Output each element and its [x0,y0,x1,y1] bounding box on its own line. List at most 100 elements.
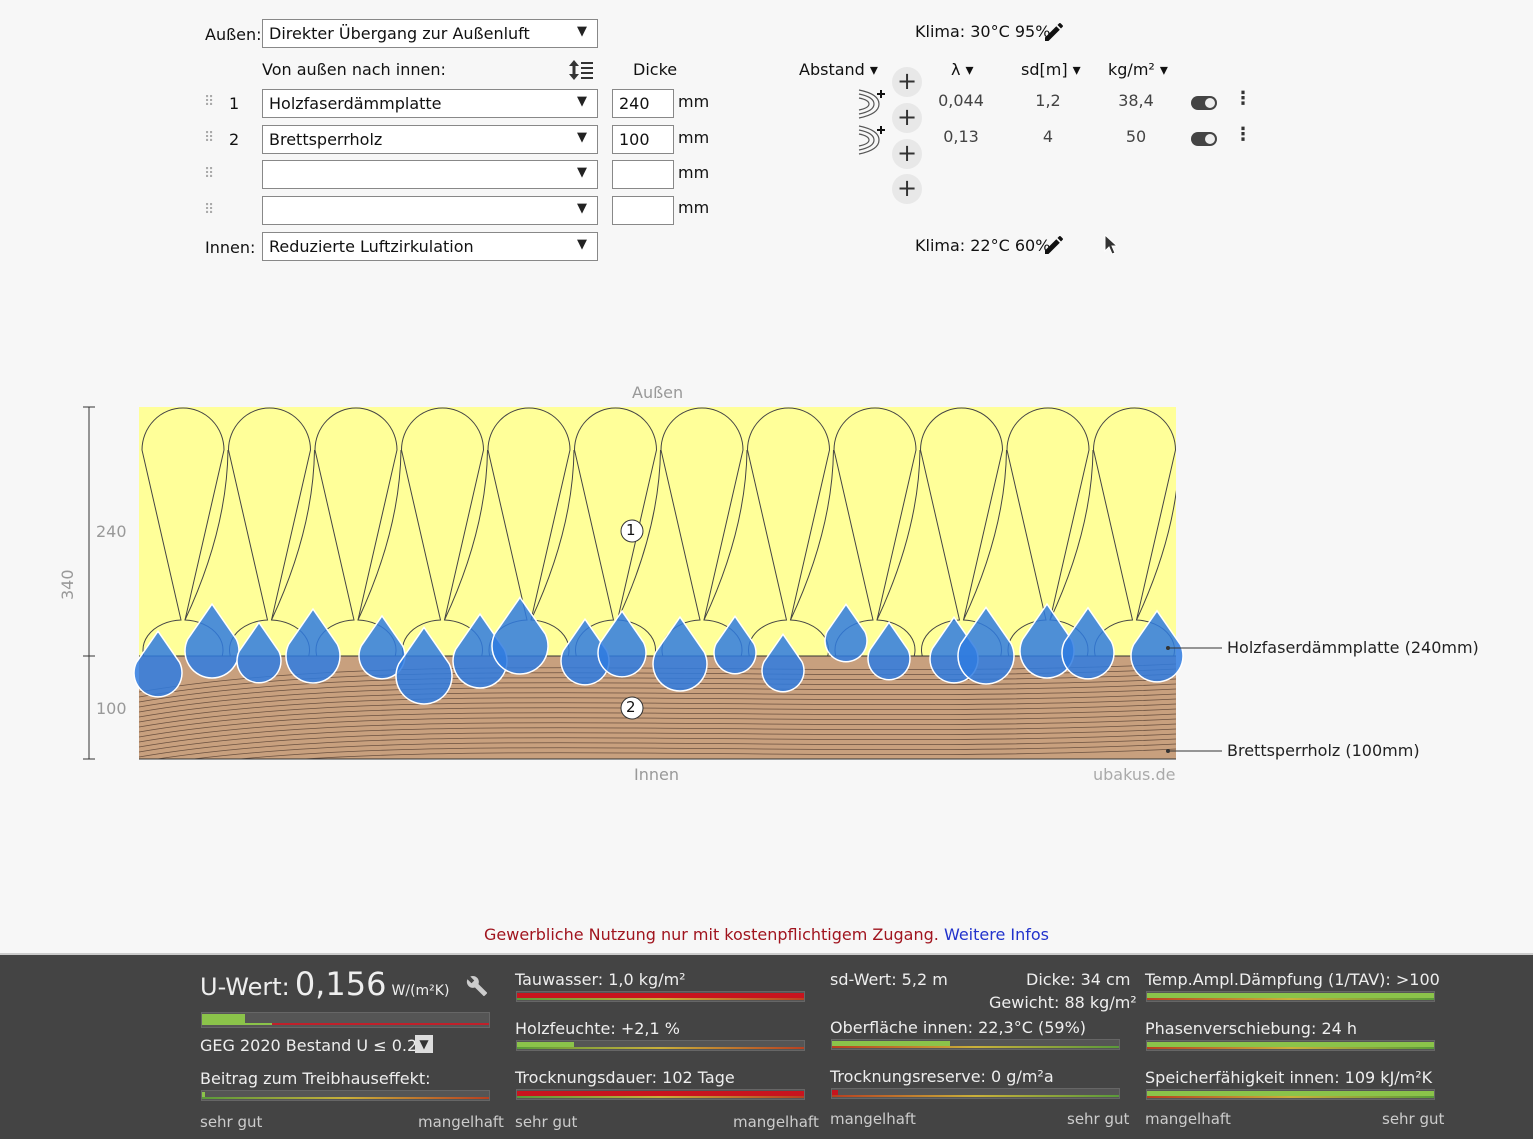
water-drop [285,607,341,684]
sort-layers-icon[interactable] [568,58,594,82]
u-label: U-Wert: [200,973,290,1001]
insulation-fiber [530,449,575,621]
kg-header[interactable]: kg/m² ▾ [1108,60,1168,79]
drag-handle-icon[interactable]: ⠿ [204,202,214,218]
kg-value[interactable]: 38,4 [1118,91,1154,110]
drag-handle-icon[interactable]: ⠿ [204,166,214,182]
wood-grain [155,733,1176,759]
layer-thickness-input[interactable] [612,196,674,225]
dicke-header: Dicke [633,60,678,79]
water-drop [957,606,1015,685]
kg-value[interactable]: 50 [1125,127,1147,146]
phasen-label: Phasenverschiebung: 24 h [1145,1019,1358,1038]
wood-grain [235,743,1176,759]
layer-toggle[interactable] [1191,96,1217,110]
insulation-fiber [876,449,921,621]
insulation-fiber [444,449,488,621]
layer-material-select[interactable]: Brettsperrholz ▼ [262,125,598,154]
u-value: 0,156 [294,965,387,1003]
wrench-icon[interactable] [466,975,488,1001]
diagram-bottom-label: Innen [634,765,679,784]
insulation-layer [139,407,1176,656]
insulation-fiber [271,449,315,621]
layer-thickness-input[interactable]: 240 [612,89,674,118]
layer-thickness-input[interactable]: 100 [612,125,674,154]
insulation-fiber [790,449,834,621]
aussen-select[interactable]: Direkter Übergang zur Außenluft ▼ [262,19,598,48]
sd-value[interactable]: 4 [1042,127,1054,146]
lambda-header[interactable]: λ ▾ [951,60,974,79]
holzfeuchte-label: Holzfeuchte: +2,1 % [515,1019,680,1038]
layer-material-value: Holzfaserdämmplatte [269,94,442,113]
lambda-value[interactable]: 0,044 [938,91,984,110]
wood-grain [139,683,1176,713]
innen-select[interactable]: Reduzierte Luftzirkulation ▼ [262,232,598,261]
scale-bad: mangelhaft [830,1110,916,1128]
climate-outside: Klima: 30°C 95% [915,22,1050,41]
drag-handle-icon[interactable]: ⠿ [204,130,214,146]
insulation-material-icon[interactable] [857,124,887,160]
climate-inside: Klima: 22°C 60% [915,236,1050,255]
layer-thickness-input[interactable] [612,160,674,189]
lambda-value[interactable]: 0,13 [943,127,979,146]
insulation-material-icon[interactable] [857,88,887,124]
wood-grain [139,728,1176,758]
scale-bad: mangelhaft [418,1113,504,1131]
dropdown-arrow-icon: ▼ [577,165,587,180]
drag-handle-icon[interactable]: ⠿ [204,94,214,110]
wood-grain [139,678,1176,708]
scale-good: sehr gut [1382,1110,1445,1128]
mouse-cursor-icon [1104,233,1120,260]
notice-link[interactable]: Weitere Infos [943,925,1049,944]
water-drop [1061,606,1115,680]
geg-requirement: GEG 2020 Bestand U ≤ 0.24 [200,1036,427,1055]
add-layer-button[interactable]: + [892,103,922,133]
geg-dropdown-button[interactable]: ▼ [415,1035,433,1053]
layer-material-select[interactable]: ▼ [262,160,598,189]
dropdown-arrow-icon: ▼ [577,94,587,109]
insulation-fiber [617,449,661,621]
dropdown-arrow-icon: ▼ [577,201,587,216]
layer-marker-2[interactable]: 2 [626,698,636,716]
water-drop [236,621,282,684]
layer-marker-1[interactable]: 1 [626,521,636,539]
unit-label: mm [678,198,710,217]
layer-toggle[interactable] [1191,132,1217,146]
callout-insulation: Holzfaserdämmplatte (240mm) [1227,638,1479,657]
add-layer-button[interactable]: + [892,139,922,169]
wood-grain [139,713,1176,743]
notice-text: Gewerbliche Nutzung nur mit kostenpflich… [484,925,939,944]
scale-bad: mangelhaft [733,1113,819,1131]
dicke-result: Dicke: 34 cm [1026,970,1131,989]
wood-grain [139,688,1176,718]
add-layer-button[interactable]: + [892,67,922,97]
add-layer-button[interactable]: + [892,174,922,204]
more-options-icon[interactable]: ⋮ [1234,124,1252,145]
layer-material-value: Brettsperrholz [269,130,383,149]
temp-ampl-label: Temp.Ampl.Dämpfung (1/TAV): >100 [1145,970,1440,989]
geg-text: GEG 2020 Bestand U ≤ 0.24 [200,1036,428,1055]
brand-label: ubakus.de [1093,765,1176,784]
phasen-bar [1146,1040,1435,1051]
sd-value[interactable]: 1,2 [1035,91,1061,110]
more-options-icon[interactable]: ⋮ [1234,88,1252,109]
trocknungsdauer-bar [516,1089,805,1100]
u-unit: W/(m²K) [391,983,450,999]
holzfeuchte-bar [516,1040,805,1051]
insulation-fiber [184,449,229,621]
wood-grain [139,673,1176,703]
edit-pencil-icon[interactable] [1042,233,1066,261]
water-drop [761,632,805,693]
sd-header[interactable]: sd[m] ▾ [1021,60,1081,79]
edit-pencil-icon[interactable] [1042,20,1066,48]
insulation-fiber [1223,450,1266,620]
layer-material-select[interactable]: Holzfaserdämmplatte ▼ [262,89,598,118]
insulation-fiber [703,449,748,621]
water-drop [824,602,868,663]
dimension-layer-2: 100 [96,699,127,718]
oberflaeche-label: Oberfläche innen: 22,3°C (59%) [830,1018,1087,1037]
wall-section-diagram [83,406,1266,760]
abstand-header[interactable]: Abstand ▾ [799,60,878,79]
layer-material-select[interactable]: ▼ [262,196,598,225]
insulation-fiber [357,449,402,621]
